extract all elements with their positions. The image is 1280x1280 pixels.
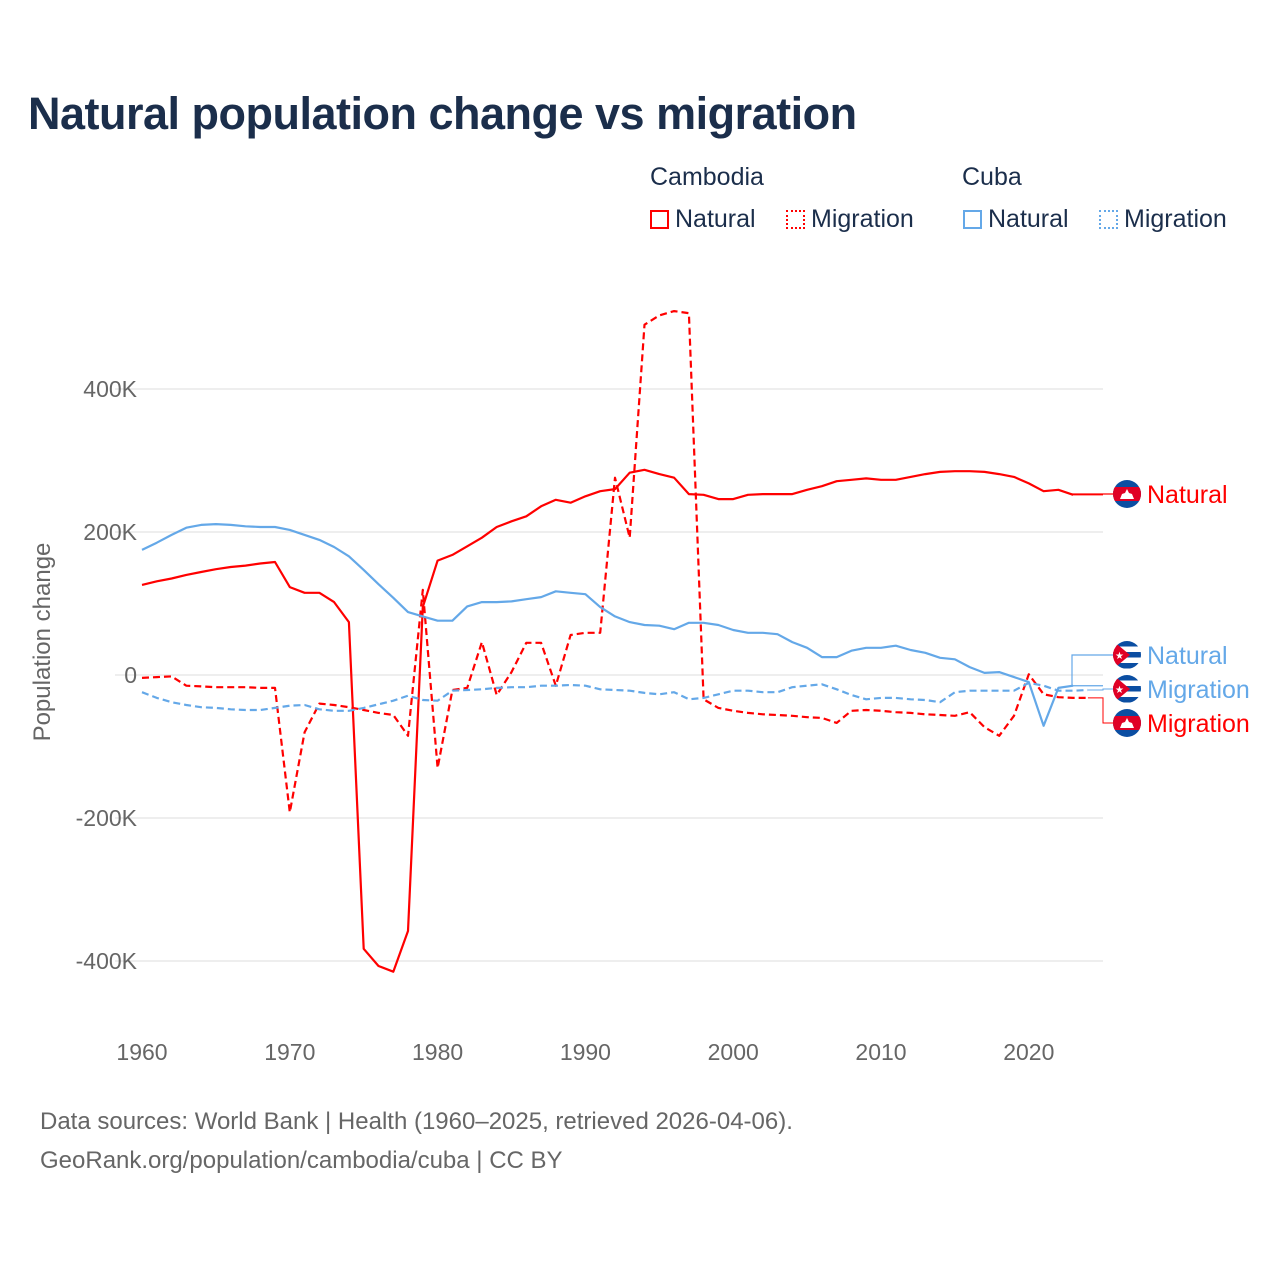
legend-swatch-solid-blue [963,210,982,229]
flag-stripe [1113,675,1141,681]
legend-group-cambodia: Cambodia [650,163,764,191]
flag-triangle [1113,641,1130,669]
x-tick-label: 1970 [264,1039,315,1065]
flag-triangle [1113,675,1130,703]
cuba-flag-icon: ★ [1113,641,1141,669]
star-icon: ★ [1115,651,1124,662]
flag-body: ★ [1113,641,1141,669]
flag-body [1113,480,1141,508]
legend-label: Migration [1124,205,1227,233]
label-connector [1071,493,1113,496]
footer-sources: Data sources: World Bank | Health (1960–… [40,1108,793,1135]
cambodia-flag-icon [1113,709,1141,737]
series-line-cuba-natural [141,522,1074,727]
legend-group-cuba: Cuba [962,163,1022,191]
angkor-wat-icon [1120,489,1134,499]
legend-label: Natural [988,205,1069,233]
legend-cambodia-migration[interactable]: Migration [786,205,914,234]
legend-label: Natural [675,205,756,233]
legend-swatch-dotted-blue [1099,210,1118,229]
label-connector [1071,654,1113,687]
angkor-wat-icon [1120,718,1134,728]
y-tick-label: -400K [76,948,138,974]
x-tick-label: 2020 [1003,1039,1054,1065]
flag-body [1113,709,1141,737]
legend-cambodia-natural[interactable]: Natural [650,205,756,234]
legend-swatch-dotted-red [786,210,805,229]
x-tick-label: 1990 [560,1039,611,1065]
star-icon: ★ [1115,685,1124,696]
label-connector [1087,697,1113,724]
x-tick-label: 1980 [412,1039,463,1065]
series-line-cambodia-migration [141,310,1088,814]
footer-attribution: GeoRank.org/population/cambodia/cuba | C… [40,1147,563,1174]
legend-cuba-migration[interactable]: Migration [1099,205,1227,234]
y-tick-label: 200K [83,519,137,545]
flag-stripe [1113,663,1141,669]
flag-stripe [1113,641,1141,647]
series-line-cambodia-natural [141,468,1074,973]
end-label-cambodia-natural: Natural [1147,481,1228,509]
end-label-cuba-migration: Migration [1147,676,1250,704]
y-tick-label: 400K [83,376,137,402]
flag-body: ★ [1113,675,1141,703]
x-tick-label: 2000 [708,1039,759,1065]
cuba-flag-icon: ★ [1113,675,1141,703]
y-axis-label: Population change [29,543,56,742]
x-tick-label: 2010 [855,1039,906,1065]
series-line-cuba-migration [141,681,1088,712]
end-label-cambodia-migration: Migration [1147,710,1250,738]
y-tick-label: 0 [124,662,137,688]
flag-stripe [1113,697,1141,703]
y-tick-label: -200K [76,805,138,831]
chart-title: Natural population change vs migration [28,88,857,139]
legend-swatch-solid-red [650,210,669,229]
legend-cuba-natural[interactable]: Natural [963,205,1069,234]
end-label-cuba-natural: Natural [1147,642,1228,670]
legend-label: Migration [811,205,914,233]
label-connector [1087,688,1113,691]
x-tick-label: 1960 [116,1039,167,1065]
cambodia-flag-icon [1113,480,1141,508]
